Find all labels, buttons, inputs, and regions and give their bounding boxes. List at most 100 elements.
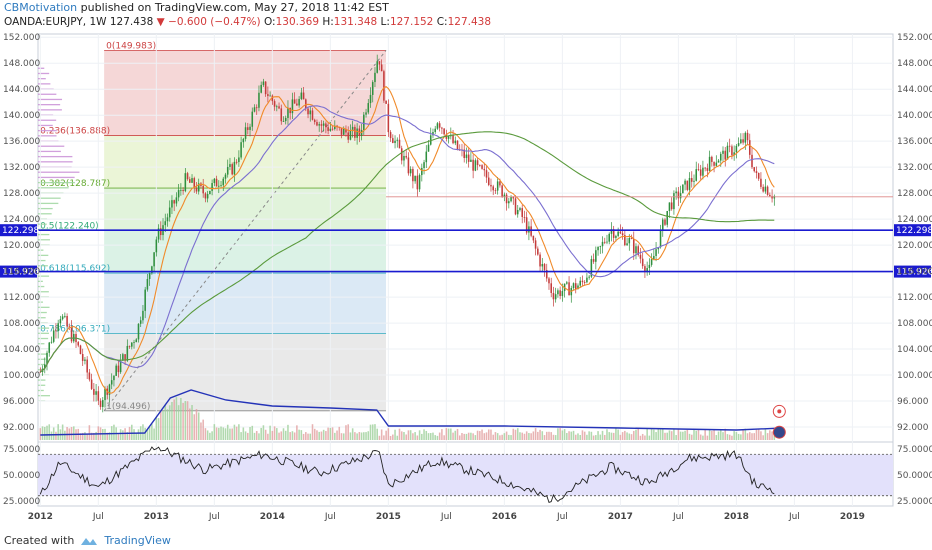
tradingview-brand[interactable]: TradingView [104, 534, 171, 547]
candle-body [757, 172, 760, 179]
price-tick: 144.000 [897, 85, 932, 95]
price-tick: 148.000 [897, 59, 932, 69]
price-tick-left: 92.000 [3, 423, 35, 433]
candle-body [501, 185, 503, 197]
price-tick: 120.000 [897, 241, 932, 251]
volume-bar [387, 428, 390, 440]
candle-body [608, 233, 611, 242]
volume-bar [641, 433, 644, 440]
volume-bar [673, 429, 675, 440]
candle-body [699, 169, 702, 176]
candle-body [220, 185, 222, 187]
volume-bar [235, 426, 238, 440]
level-tag-right [894, 265, 931, 278]
candle-body [175, 197, 178, 204]
volume-profile-bar [38, 109, 62, 111]
candle-body [262, 81, 265, 85]
volume-profile-bar [38, 306, 50, 308]
volume-bar [697, 429, 700, 440]
volume-bar [557, 428, 559, 440]
candle-body [345, 128, 347, 133]
volume-profile-bar [38, 135, 57, 137]
volume-profile-bar [38, 259, 46, 262]
candle-body [737, 143, 740, 146]
volume-bar [570, 431, 573, 440]
volume-bar [679, 431, 682, 440]
volume-bar [561, 430, 564, 440]
candle-body [557, 290, 559, 295]
candle-body [108, 384, 111, 395]
volume-bar [331, 427, 334, 440]
fib-zone [104, 230, 387, 274]
candle-body [249, 126, 251, 130]
author-link[interactable]: CBMotivation [4, 1, 78, 14]
volume-bar [724, 428, 727, 440]
volume-profile-bar [38, 181, 75, 184]
fib-level-label: 0.236(136.888) [40, 126, 110, 136]
candle-body [171, 200, 173, 208]
candle-body [278, 106, 280, 109]
volume-bar [39, 428, 42, 440]
volume-bar [113, 424, 115, 440]
volume-bar [133, 429, 135, 440]
volume-bar [155, 417, 158, 440]
volume-bar [360, 432, 363, 440]
volume-bar [719, 430, 722, 440]
rsi-tick-left: 25.0000 [3, 497, 40, 507]
volume-bar [530, 433, 532, 440]
volume-bar [160, 411, 162, 440]
candle-body [267, 94, 269, 97]
down-arrow-icon: ▼ [156, 16, 165, 28]
candle-body [291, 99, 294, 114]
volume-bar [233, 424, 236, 440]
volume-bar [771, 431, 773, 440]
volume-bar [505, 431, 508, 440]
volume-bar [496, 433, 499, 440]
volume-bar [479, 431, 481, 440]
volume-bar [539, 429, 541, 440]
volume-bar [229, 428, 231, 440]
volume-bar [88, 425, 91, 440]
volume-profile-bar [38, 93, 57, 95]
candle-body [624, 235, 626, 246]
volume-bar [465, 433, 468, 440]
candle-body [128, 345, 131, 347]
time-tick: Jul [92, 512, 104, 522]
volume-bar [603, 434, 606, 440]
candle-body [534, 240, 537, 249]
volume-bar [365, 432, 367, 440]
time-tick: 2014 [260, 512, 285, 522]
candle-body [193, 178, 196, 188]
volume-bar [195, 409, 198, 440]
volume-bar [48, 424, 51, 440]
price-tick-left: 144.000 [3, 85, 40, 95]
volume-bar [751, 433, 753, 440]
candle-body [494, 190, 497, 192]
volume-bar [52, 427, 55, 440]
rsi-line [39, 446, 775, 503]
level-tag-left [0, 265, 37, 278]
volume-bar [122, 430, 124, 440]
volume-bar [521, 432, 523, 440]
volume-bar [474, 435, 477, 440]
candle-body [396, 139, 399, 141]
volume-bar [436, 435, 439, 440]
candle-body [334, 125, 336, 129]
volume-bar [483, 433, 486, 440]
volume-bar [458, 435, 461, 440]
volume-profile-bar [38, 124, 53, 127]
candle-body [115, 365, 117, 376]
volume-profile-bar [38, 119, 57, 121]
candle-body [492, 186, 494, 191]
candle-body [525, 217, 528, 233]
volume-bar [309, 433, 312, 440]
volume-bar [369, 424, 372, 440]
rsi-tick-left: 50.0000 [3, 471, 40, 481]
time-tick: 2019 [840, 512, 865, 522]
volume-bar [325, 431, 327, 440]
volume-bar [766, 433, 769, 440]
candle-body [677, 191, 680, 199]
volume-bar [385, 430, 387, 440]
candle-body [320, 124, 323, 126]
